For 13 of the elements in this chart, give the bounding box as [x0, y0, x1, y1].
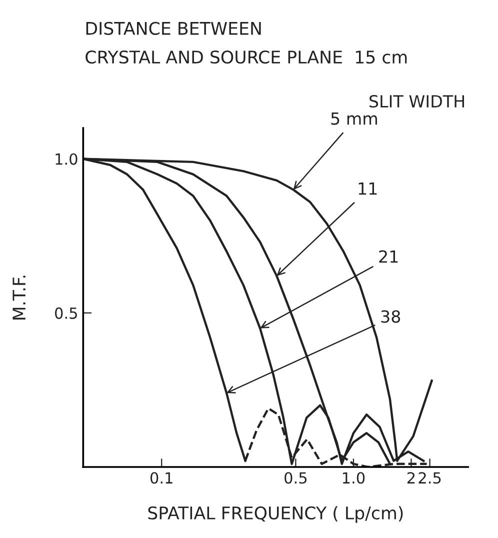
x-tick-label: 2: [407, 472, 415, 484]
chart-title: DISTANCE BETWEEN CRYSTAL AND SOURCE PLANE 15 cm: [86, 22, 407, 64]
annotation: 5 mm: [331, 112, 377, 125]
x-tick-label: 0.5: [284, 472, 307, 484]
y-axis-title: M.T.F.: [12, 276, 26, 320]
annotation: 21: [379, 250, 398, 263]
legend-title: SLIT WIDTH: [370, 94, 464, 108]
annotation: 11: [358, 182, 377, 195]
x-tick-label: 2.5: [418, 472, 441, 484]
x-axis-title: SPATIAL FREQUENCY ( Lp/cm): [148, 506, 403, 523]
x-tick-label: 0.1: [150, 472, 172, 484]
annotation: 38: [381, 310, 400, 323]
x-tick-label: 1.0: [342, 472, 365, 484]
